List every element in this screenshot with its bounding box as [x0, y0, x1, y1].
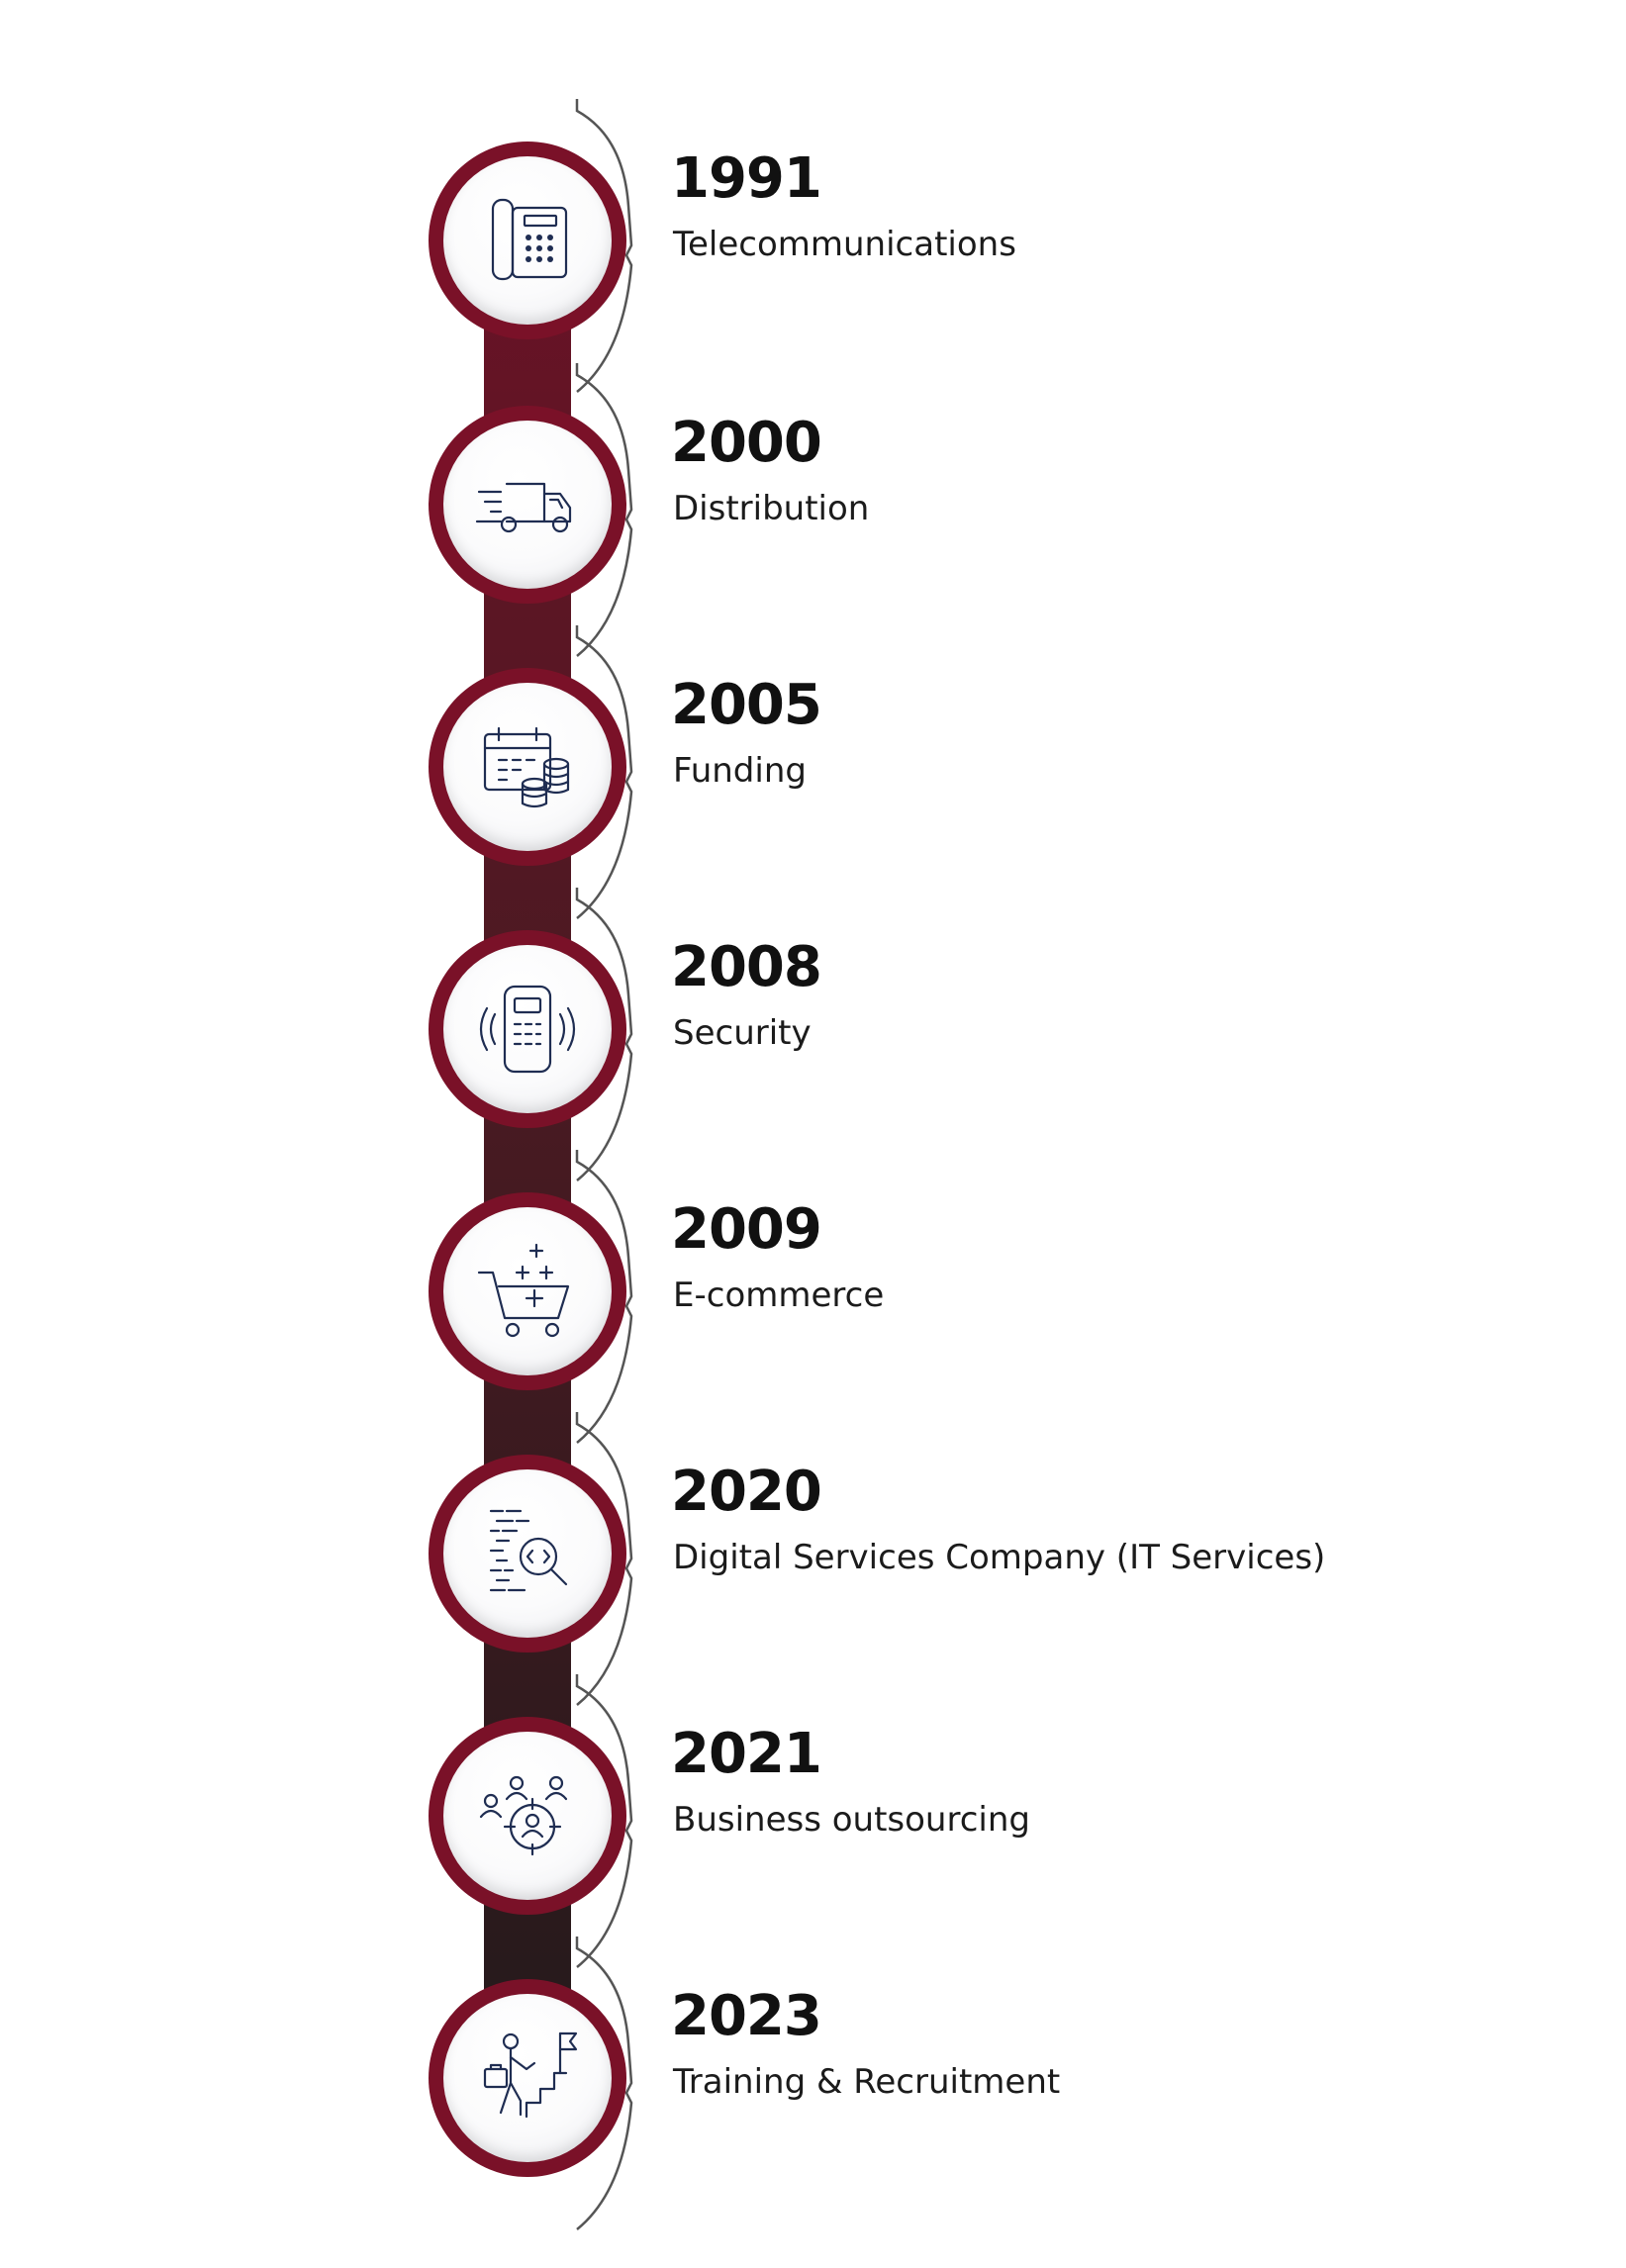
milestone-year: 1991 — [671, 146, 822, 211]
milestone-ring — [429, 1192, 626, 1390]
milestone-year: 2023 — [671, 1984, 822, 2048]
milestone-1991: 1991 Telecommunications — [396, 99, 1583, 393]
milestone-year: 2020 — [671, 1460, 822, 1524]
milestone-ring — [429, 1717, 626, 1915]
code-search-icon — [489, 1509, 568, 1592]
bracket-line — [575, 1150, 633, 1444]
milestone-year: 2005 — [671, 673, 822, 737]
milestone-year: 2008 — [671, 935, 822, 999]
milestone-ring — [429, 1979, 626, 2177]
milestone-disc — [443, 683, 612, 851]
milestone-label: Security — [673, 1013, 812, 1053]
bracket-line — [575, 888, 633, 1181]
bracket-line — [575, 625, 633, 919]
milestone-2023: 2023 Training & Recruitment — [396, 1937, 1583, 2230]
milestone-ring — [429, 406, 626, 604]
milestone-disc — [443, 1469, 612, 1638]
milestone-2009: 2009 E-commerce — [396, 1150, 1583, 1444]
desk-phone-icon — [491, 198, 568, 281]
milestone-disc — [443, 156, 612, 325]
milestone-year: 2009 — [671, 1197, 822, 1262]
milestone-disc — [443, 1994, 612, 2162]
milestone-ring — [429, 1455, 626, 1653]
milestone-label: Distribution — [673, 489, 870, 528]
milestone-ring — [429, 930, 626, 1128]
milestone-label: Digital Services Company (IT Services) — [673, 1538, 1326, 1577]
milestone-year: 2021 — [671, 1722, 822, 1786]
milestone-2008: 2008 Security — [396, 888, 1583, 1181]
delivery-truck-icon — [475, 482, 572, 533]
calendar-coins-icon — [483, 726, 570, 808]
milestone-disc — [443, 1207, 612, 1375]
keypad-device-icon — [479, 985, 576, 1074]
target-people-icon — [479, 1775, 568, 1856]
bracket-line — [575, 1937, 633, 2230]
milestone-2005: 2005 Funding — [396, 625, 1583, 919]
shopping-cart-icon — [477, 1243, 570, 1338]
milestone-label: Funding — [673, 751, 807, 791]
milestone-2000: 2000 Distribution — [396, 363, 1583, 657]
milestone-ring — [429, 668, 626, 866]
career-steps-icon — [483, 2032, 578, 2119]
milestone-label: E-commerce — [673, 1276, 885, 1315]
milestone-ring — [429, 142, 626, 339]
milestone-disc — [443, 1732, 612, 1900]
milestone-label: Business outsourcing — [673, 1800, 1030, 1840]
milestone-2020: 2020 Digital Services Company (IT Servic… — [396, 1412, 1583, 1706]
milestone-label: Telecommunications — [673, 225, 1016, 264]
bracket-line — [575, 363, 633, 657]
bracket-line — [575, 1412, 633, 1706]
milestone-year: 2000 — [671, 411, 822, 475]
bracket-line — [575, 99, 633, 393]
milestone-disc — [443, 421, 612, 589]
milestone-2021: 2021 Business outsourcing — [396, 1674, 1583, 1968]
bracket-line — [575, 1674, 633, 1968]
milestone-disc — [443, 945, 612, 1113]
milestone-label: Training & Recruitment — [673, 2062, 1061, 2102]
